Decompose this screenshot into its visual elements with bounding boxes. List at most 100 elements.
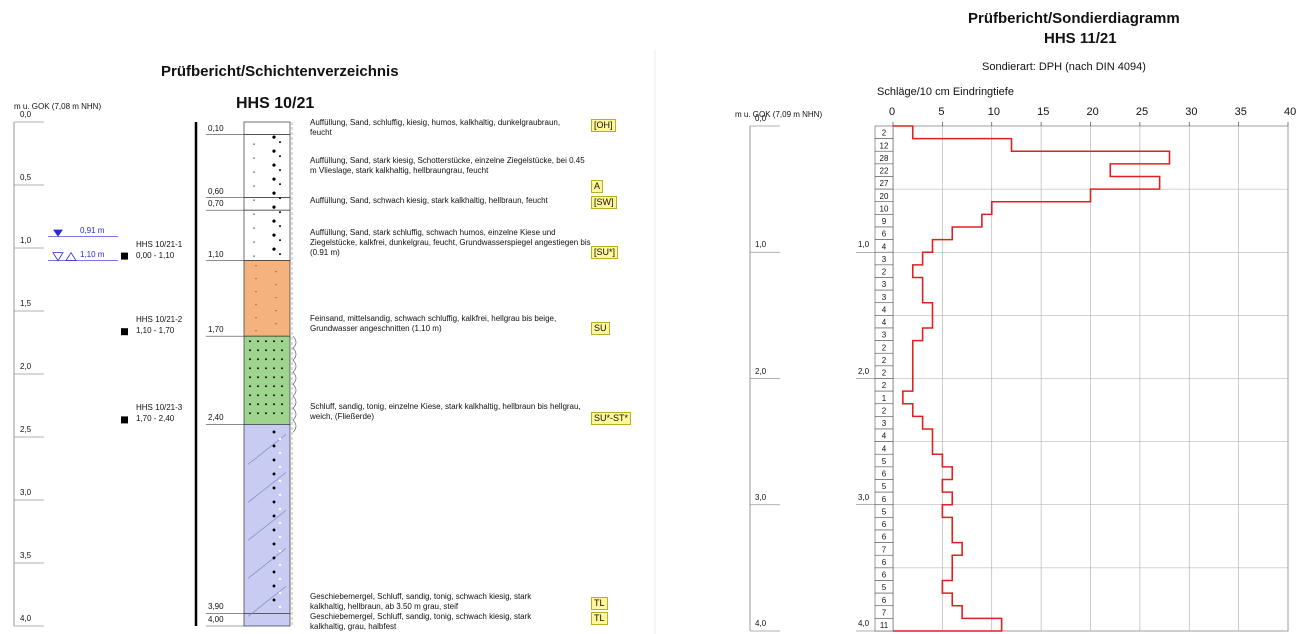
depth-tick-label: 3,5: [20, 551, 32, 560]
soil-dot: [273, 403, 275, 406]
left-title: Prüfbericht/Schichtenverzeichnis: [161, 63, 399, 80]
soil-dot: [281, 394, 283, 397]
blow-count-value: 7: [882, 608, 887, 617]
soil-dot: [253, 255, 255, 258]
soil-code-badge: [OH]: [591, 119, 616, 132]
soil-dot: [255, 329, 257, 332]
x-tick-label: 25: [1135, 106, 1149, 118]
blow-count-value: 20: [880, 192, 889, 201]
outer-depth-label: 4,0: [755, 619, 767, 628]
soil-dot: [249, 340, 251, 343]
soil-dot: [275, 309, 277, 312]
layer-description: Auffüllung, Sand, schwach kiesig, stark …: [310, 196, 548, 205]
blow-count-value: 2: [882, 343, 887, 352]
blow-count-value: 3: [882, 293, 887, 302]
water-level-label: 1,10 m: [80, 249, 105, 259]
soil-dot: [278, 437, 282, 441]
soil-code-badge: SU*-ST*: [591, 412, 632, 425]
soil-dot: [272, 570, 276, 574]
soil-dot: [265, 394, 267, 397]
blow-count-value: 9: [882, 217, 887, 226]
layer-description: Feinsand, mittelsandig, schwach schluffi…: [310, 314, 557, 333]
blow-count-value: 6: [882, 495, 887, 504]
sample-marker: [121, 416, 128, 424]
blow-count-value: 4: [882, 318, 887, 327]
blow-count-value: 11: [880, 621, 889, 630]
outer-depth-label: 0,0: [755, 114, 767, 123]
outer-depth-label: 2,0: [755, 366, 767, 376]
blow-count-value: 2: [882, 369, 887, 378]
soil-dot: [255, 264, 257, 267]
soil-dot: [272, 458, 276, 462]
soil-dot: [278, 521, 282, 525]
soil-dot: [272, 233, 276, 237]
sample-name: HHS 10/21-1: [136, 239, 183, 249]
soil-dot: [278, 451, 282, 455]
soil-dot: [265, 367, 267, 370]
blow-count-value: 4: [882, 432, 887, 441]
soil-dot: [272, 205, 276, 209]
x-tick-label: 30: [1185, 106, 1198, 118]
soil-dot: [281, 349, 283, 352]
soil-dot: [257, 376, 259, 379]
soil-dot: [279, 211, 281, 214]
blow-count-value: 10: [880, 204, 889, 213]
soil-dot: [279, 197, 281, 200]
soil-dot: [275, 335, 277, 338]
soil-dot: [279, 141, 281, 144]
soil-dot: [275, 296, 277, 299]
x-tick-label: 5: [938, 106, 945, 118]
soil-dot: [272, 598, 276, 602]
blow-profile-line: [893, 125, 1171, 632]
soil-dot: [257, 358, 259, 361]
soil-dot: [278, 465, 282, 469]
sample-name: HHS 10/21-2: [136, 315, 183, 325]
layer-depth-label: 0,60: [208, 186, 224, 196]
layer-log-graphic: [13, 121, 297, 627]
soil-dot: [272, 472, 276, 476]
soil-dot: [273, 340, 275, 343]
soil-code-badge: TL: [591, 612, 608, 625]
soil-dot: [257, 403, 259, 406]
left-borehole-id: HHS 10/21: [236, 95, 315, 112]
soil-dot: [272, 528, 276, 532]
soil-dot: [278, 605, 282, 609]
depth-tick-label: 0,0: [20, 110, 32, 119]
x-tick-label: 20: [1086, 106, 1099, 118]
depth-tick-label: 1,5: [20, 299, 32, 308]
soil-dot: [257, 367, 259, 370]
soil-dot: [281, 403, 283, 406]
soil-dot: [272, 430, 276, 434]
soil-dot: [281, 358, 283, 361]
layer-description: Auffüllung, Sand, stark schluffig, schwa…: [310, 228, 591, 257]
soil-dot: [273, 367, 275, 370]
blow-count-value: 3: [882, 331, 887, 340]
soil-dot: [265, 340, 267, 343]
blow-count-value: 3: [882, 280, 887, 289]
soil-dot: [278, 535, 282, 539]
blow-count-value: 12: [880, 141, 889, 150]
soil-dot: [278, 479, 282, 483]
soil-dot: [249, 394, 251, 397]
soil-code-badge: TL: [591, 597, 608, 610]
blow-count-value: 7: [882, 545, 887, 554]
layer-description: Geschiebemergel, Schluff, sandig, tonig,…: [310, 592, 532, 611]
depth-tick-label: 1,0: [20, 236, 32, 245]
marl-hatch: [247, 510, 287, 541]
blow-count-value: 1: [882, 394, 887, 403]
soil-dot: [273, 394, 275, 397]
x-tick-label: 15: [1037, 106, 1050, 118]
soil-dot: [275, 270, 277, 273]
blow-count-value: 4: [882, 444, 887, 453]
soil-dot: [273, 349, 275, 352]
soil-dot: [275, 283, 277, 286]
soil-dot: [249, 376, 251, 379]
blow-count-value: 5: [882, 457, 887, 466]
soil-dot: [265, 376, 267, 379]
soil-dot: [249, 367, 251, 370]
blow-count-cell: [874, 618, 894, 632]
layer-description: Auffüllung, Sand, stark kiesig, Schotter…: [310, 156, 585, 175]
soil-dot: [257, 349, 259, 352]
blow-count-value: 3: [882, 255, 887, 264]
